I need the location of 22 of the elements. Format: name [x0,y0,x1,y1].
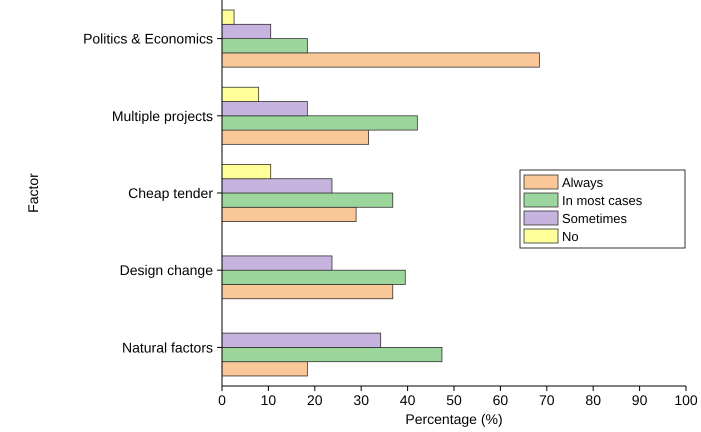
y-tick-label: Natural factors [122,339,213,356]
x-tick-label: 50 [446,392,462,408]
y-tick-label: Multiple projects [112,108,213,124]
legend-label: Always [562,175,604,190]
x-tick-label: 60 [492,392,508,408]
x-tick-label: 90 [632,392,648,408]
y-tick-label: Design change [120,262,214,278]
x-tick-label: 30 [353,392,370,408]
y-tick-label: Politics & Economics [83,30,213,47]
x-tick-label: 20 [307,392,323,408]
legend-label: No [562,229,579,244]
y-tick-label: Cheap tender [128,185,214,201]
legend-label: Sometimes [562,211,628,226]
legend-label: In most cases [562,193,643,208]
x-tick-label: 100 [674,392,698,408]
x-axis-title: Percentage (%) [405,411,503,427]
y-axis-title: Factor [25,172,41,213]
x-tick-label: 40 [400,392,416,408]
x-tick-label: 80 [585,392,602,408]
x-tick-label: 10 [260,392,276,408]
x-tick-label: 0 [218,392,226,408]
x-tick-label: 70 [539,392,555,408]
